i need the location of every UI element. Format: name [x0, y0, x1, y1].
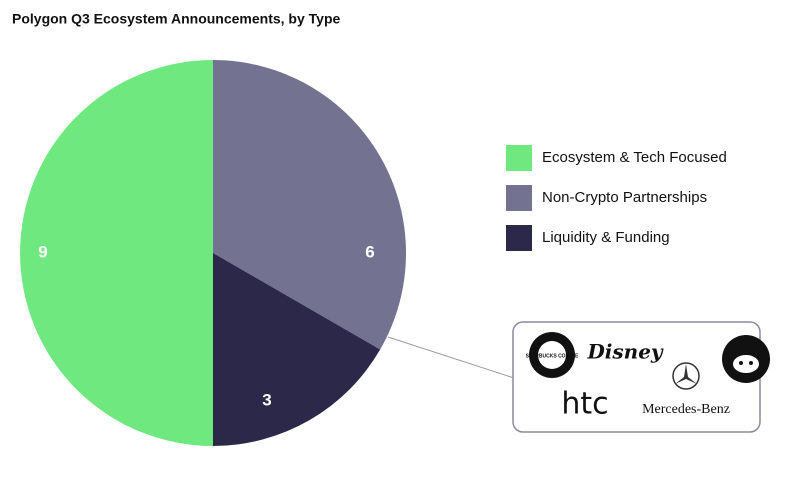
pie-slice — [213, 60, 406, 350]
pie-slice — [20, 60, 213, 446]
reddit-eye — [739, 361, 743, 365]
legend-swatch — [506, 185, 532, 211]
data-label: 6 — [365, 242, 374, 261]
legend-swatch — [506, 145, 532, 171]
mercedes-star — [675, 364, 697, 384]
reddit-eye — [749, 361, 753, 365]
chart-title: Polygon Q3 Ecosystem Announcements, by T… — [12, 11, 341, 27]
starbucks-logo-inner — [538, 341, 566, 369]
data-label: 9 — [38, 242, 47, 261]
legend-label: Ecosystem & Tech Focused — [542, 149, 727, 166]
mercedes-logo — [672, 362, 700, 390]
data-label: 3 — [262, 390, 271, 409]
legend-label: Liquidity & Funding — [542, 229, 670, 246]
logo-text: Mercedes-Benz — [642, 402, 730, 417]
leader-line — [387, 336, 515, 379]
logo-text: STARBUCKS COFFEE — [526, 353, 579, 359]
reddit-face — [733, 355, 759, 373]
legend-label: Non-Crypto Partnerships — [542, 189, 707, 206]
legend-swatch — [506, 225, 532, 251]
pie-slice — [213, 253, 381, 446]
logo-text: htc — [561, 387, 608, 422]
logo-text: Disney — [586, 340, 663, 364]
